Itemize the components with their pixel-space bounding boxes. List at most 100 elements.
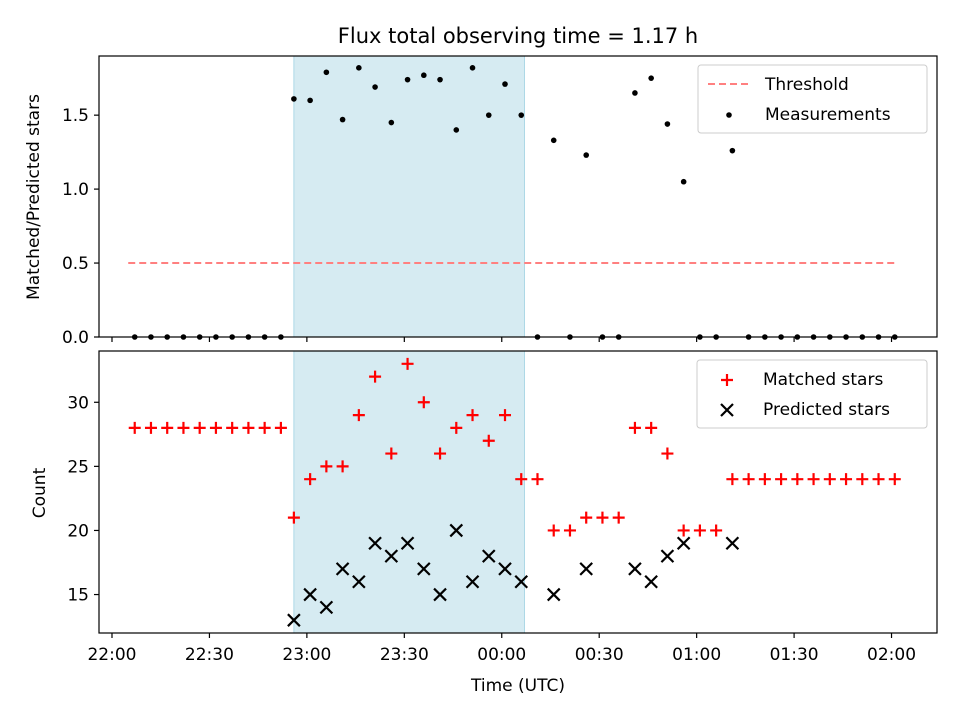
matched-star-point bbox=[466, 409, 479, 422]
measurement-point bbox=[372, 84, 378, 90]
measurement-point bbox=[502, 81, 508, 87]
predicted-star-point bbox=[546, 587, 561, 602]
flux-ratio-panel: 0.0 0.5 1.0 1.5 Matched/Predicted stars Thr… bbox=[24, 55, 938, 348]
matched-star-point bbox=[369, 370, 382, 383]
matched-star-point bbox=[872, 473, 885, 486]
flux-y-tick-label: 1.5 bbox=[62, 106, 89, 126]
flux-y-tick-label: 1.0 bbox=[62, 180, 89, 200]
predicted-star-point bbox=[319, 600, 334, 615]
predicted-star-point bbox=[676, 536, 691, 551]
predicted-star-point bbox=[660, 549, 675, 563]
x-tick-label: 01:30 bbox=[770, 645, 819, 665]
matched-star-point bbox=[417, 396, 430, 409]
measurement-point bbox=[437, 76, 443, 83]
measurement-point bbox=[664, 121, 671, 127]
matched-star-point bbox=[710, 524, 723, 537]
matched-star-point bbox=[840, 473, 853, 486]
matched-star-point bbox=[612, 511, 625, 524]
x-tick-label: 01:00 bbox=[672, 645, 721, 665]
count-y-tick-label: 25 bbox=[67, 457, 89, 477]
matched-star-point bbox=[856, 473, 869, 486]
flux-shaded-interval bbox=[293, 56, 525, 337]
matched-star-point bbox=[499, 409, 512, 422]
predicted-star-point bbox=[352, 574, 366, 589]
matched-star-point bbox=[758, 473, 771, 486]
matched-star-point bbox=[596, 511, 609, 524]
matched-star-point bbox=[304, 473, 317, 486]
predicted-star-point bbox=[335, 562, 350, 576]
count-y-axis-label: Count bbox=[30, 467, 50, 518]
matched-star-point bbox=[823, 473, 836, 486]
legend-threshold-label: Threshold bbox=[764, 75, 849, 95]
measurement-point bbox=[323, 69, 330, 76]
matched-star-point bbox=[482, 434, 495, 447]
matched-star-point bbox=[645, 421, 658, 434]
predicted-star-point bbox=[481, 549, 496, 563]
count-y-tick-label: 20 bbox=[67, 521, 89, 541]
x-tick-label: 22:00 bbox=[87, 645, 136, 665]
predicted-star-point bbox=[725, 536, 740, 551]
legend-predicted-label: Predicted stars bbox=[763, 400, 890, 420]
x-axis-label: Time (UTC) bbox=[470, 676, 565, 696]
x-tick-label: 23:30 bbox=[380, 645, 429, 665]
matched-star-point bbox=[888, 473, 901, 486]
measurement-point bbox=[485, 112, 492, 118]
legend-measurements-swatch bbox=[726, 112, 732, 118]
x-tick-label: 02:00 bbox=[867, 645, 916, 665]
matched-star-point bbox=[775, 473, 788, 486]
matched-star-point bbox=[791, 473, 804, 486]
count-legend-box bbox=[696, 359, 928, 429]
flux-y-tick-label: 0.0 bbox=[62, 328, 89, 348]
star-count-panel: 15 20 25 30 22:00 22:30 23:00 23:30 00:00 00:30 01… bbox=[30, 350, 938, 665]
legend-measurements-label: Measurements bbox=[765, 105, 891, 125]
matched-star-point bbox=[677, 524, 690, 537]
measurement-point bbox=[469, 65, 476, 71]
matched-star-point bbox=[226, 421, 239, 434]
predicted-star-point bbox=[368, 536, 382, 551]
matched-star-point bbox=[450, 421, 463, 434]
predicted-star-point bbox=[514, 574, 529, 589]
flux-legend-box bbox=[697, 64, 928, 134]
matched-star-point bbox=[287, 511, 300, 524]
flux-y-tick-label: 0.5 bbox=[62, 254, 89, 274]
matched-star-point bbox=[258, 421, 271, 434]
count-shaded-interval bbox=[293, 351, 525, 633]
matched-star-point bbox=[274, 421, 287, 434]
count-y-tick-label: 15 bbox=[67, 586, 89, 606]
measurement-point bbox=[583, 152, 590, 158]
matched-star-point bbox=[742, 473, 755, 486]
matched-star-point bbox=[401, 357, 414, 370]
matched-star-point bbox=[320, 460, 333, 473]
measurement-point bbox=[680, 178, 687, 185]
matched-star-point bbox=[177, 421, 190, 434]
matched-star-point bbox=[242, 421, 255, 434]
matched-star-point bbox=[434, 447, 447, 460]
flux-y-axis-label: Matched/Predicted stars bbox=[24, 94, 44, 300]
predicted-star-point bbox=[384, 549, 399, 563]
matched-star-point bbox=[128, 421, 141, 434]
legend-matched-swatch bbox=[721, 374, 733, 386]
x-tick-label: 23:00 bbox=[282, 645, 331, 665]
legend-matched-label: Matched stars bbox=[763, 370, 883, 390]
chart-title: Flux total observing time = 1.17 h bbox=[338, 24, 698, 48]
predicted-star-point bbox=[433, 587, 447, 602]
matched-star-point bbox=[628, 421, 641, 434]
predicted-star-point bbox=[303, 587, 317, 602]
predicted-star-point bbox=[628, 562, 642, 576]
measurement-point bbox=[307, 97, 313, 104]
measurement-point bbox=[404, 76, 411, 83]
matched-star-point bbox=[726, 473, 739, 486]
legend-predicted-swatch bbox=[720, 403, 734, 417]
flux-axes-frame bbox=[98, 55, 938, 338]
measurement-point bbox=[518, 112, 525, 118]
measurement-point bbox=[632, 90, 638, 96]
flux-legend: Threshold Measurements bbox=[697, 64, 928, 134]
predicted-star-point bbox=[579, 562, 593, 576]
x-tick-label: 00:30 bbox=[575, 645, 624, 665]
measurement-point bbox=[388, 119, 395, 126]
predicted-star-point bbox=[449, 523, 464, 538]
matched-star-point bbox=[209, 421, 222, 434]
measurement-point bbox=[550, 137, 557, 144]
predicted-star-point bbox=[644, 574, 658, 589]
